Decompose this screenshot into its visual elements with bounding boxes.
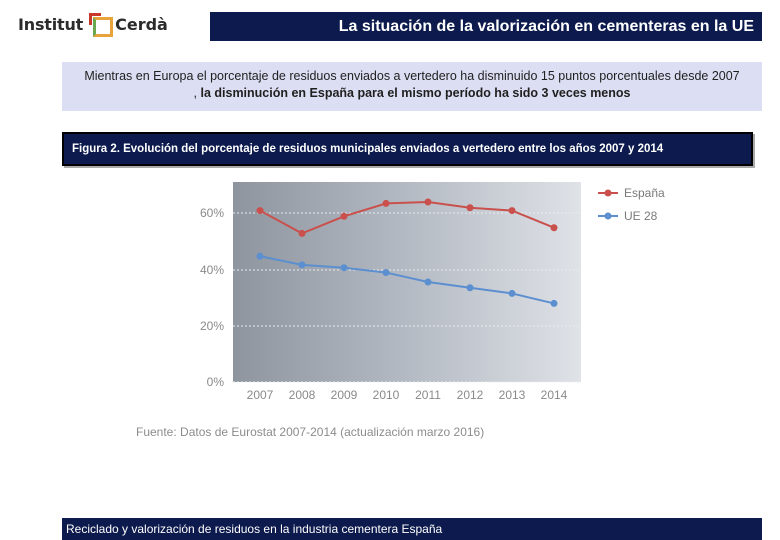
data-point: [550, 299, 558, 307]
data-point: [382, 269, 390, 277]
intro-text-box: Mientras en Europa el porcentaje de resi…: [62, 62, 762, 111]
grid-lines: [233, 212, 581, 383]
data-point: [340, 264, 348, 272]
legend-label: UE 28: [624, 209, 658, 223]
slide-title: La situación de la valorización en cemen…: [210, 12, 762, 41]
series-line-ue28: [259, 255, 555, 305]
x-tick-label: 2014: [541, 388, 568, 402]
logo-mark-icon: [89, 13, 114, 37]
data-point: [466, 204, 474, 212]
y-tick-label: 60%: [200, 206, 224, 220]
y-tick-label: 20%: [200, 319, 224, 333]
y-tick-label: 40%: [200, 263, 224, 277]
y-tick-label: 0%: [207, 375, 225, 389]
data-point: [256, 252, 264, 260]
data-point: [508, 207, 516, 215]
x-axis-ticks: 2007 2008 2009 2010 2011 2012 2013 2014: [247, 388, 568, 402]
data-point: [298, 229, 306, 237]
chart-source: Fuente: Datos de Eurostat 2007-2014 (act…: [136, 425, 485, 439]
series-lines: [256, 198, 558, 307]
legend-swatch-marker: [604, 212, 612, 220]
intro-text: Mientras en Europa el porcentaje de resi…: [84, 69, 740, 100]
data-point: [256, 207, 264, 215]
x-tick-label: 2012: [457, 388, 484, 402]
data-point: [424, 278, 432, 286]
data-point: [424, 198, 432, 206]
plot-area: [233, 182, 581, 382]
x-tick-label: 2011: [415, 388, 441, 402]
data-point: [508, 289, 516, 297]
x-tick-label: 2013: [499, 388, 526, 402]
logo-word-cerda: Cerdà: [115, 14, 168, 34]
x-tick-label: 2009: [331, 388, 358, 402]
x-tick-label: 2010: [373, 388, 400, 402]
footer-bar: Reciclado y valorización de residuos en …: [62, 518, 762, 540]
data-point: [466, 284, 474, 292]
intro-text-bold: la disminución en España para el mismo p…: [200, 86, 631, 100]
data-point: [550, 224, 558, 232]
legend-label: España: [624, 186, 665, 200]
institut-cerda-logo: Institut Cerdà: [18, 10, 168, 38]
legend-swatch-marker: [604, 189, 612, 197]
data-point: [382, 199, 390, 207]
x-tick-label: 2008: [289, 388, 316, 402]
y-axis-ticks: 60% 40% 20% 0%: [200, 206, 224, 389]
logo-word-institut: Institut: [18, 14, 84, 34]
x-tick-label: 2007: [247, 388, 274, 402]
data-point: [340, 212, 348, 220]
data-point: [298, 261, 306, 269]
figure-caption: Figura 2. Evolución del porcentaje de re…: [62, 132, 753, 166]
series-line-espana: [259, 200, 555, 235]
chart-legend: España UE 28: [598, 186, 665, 223]
